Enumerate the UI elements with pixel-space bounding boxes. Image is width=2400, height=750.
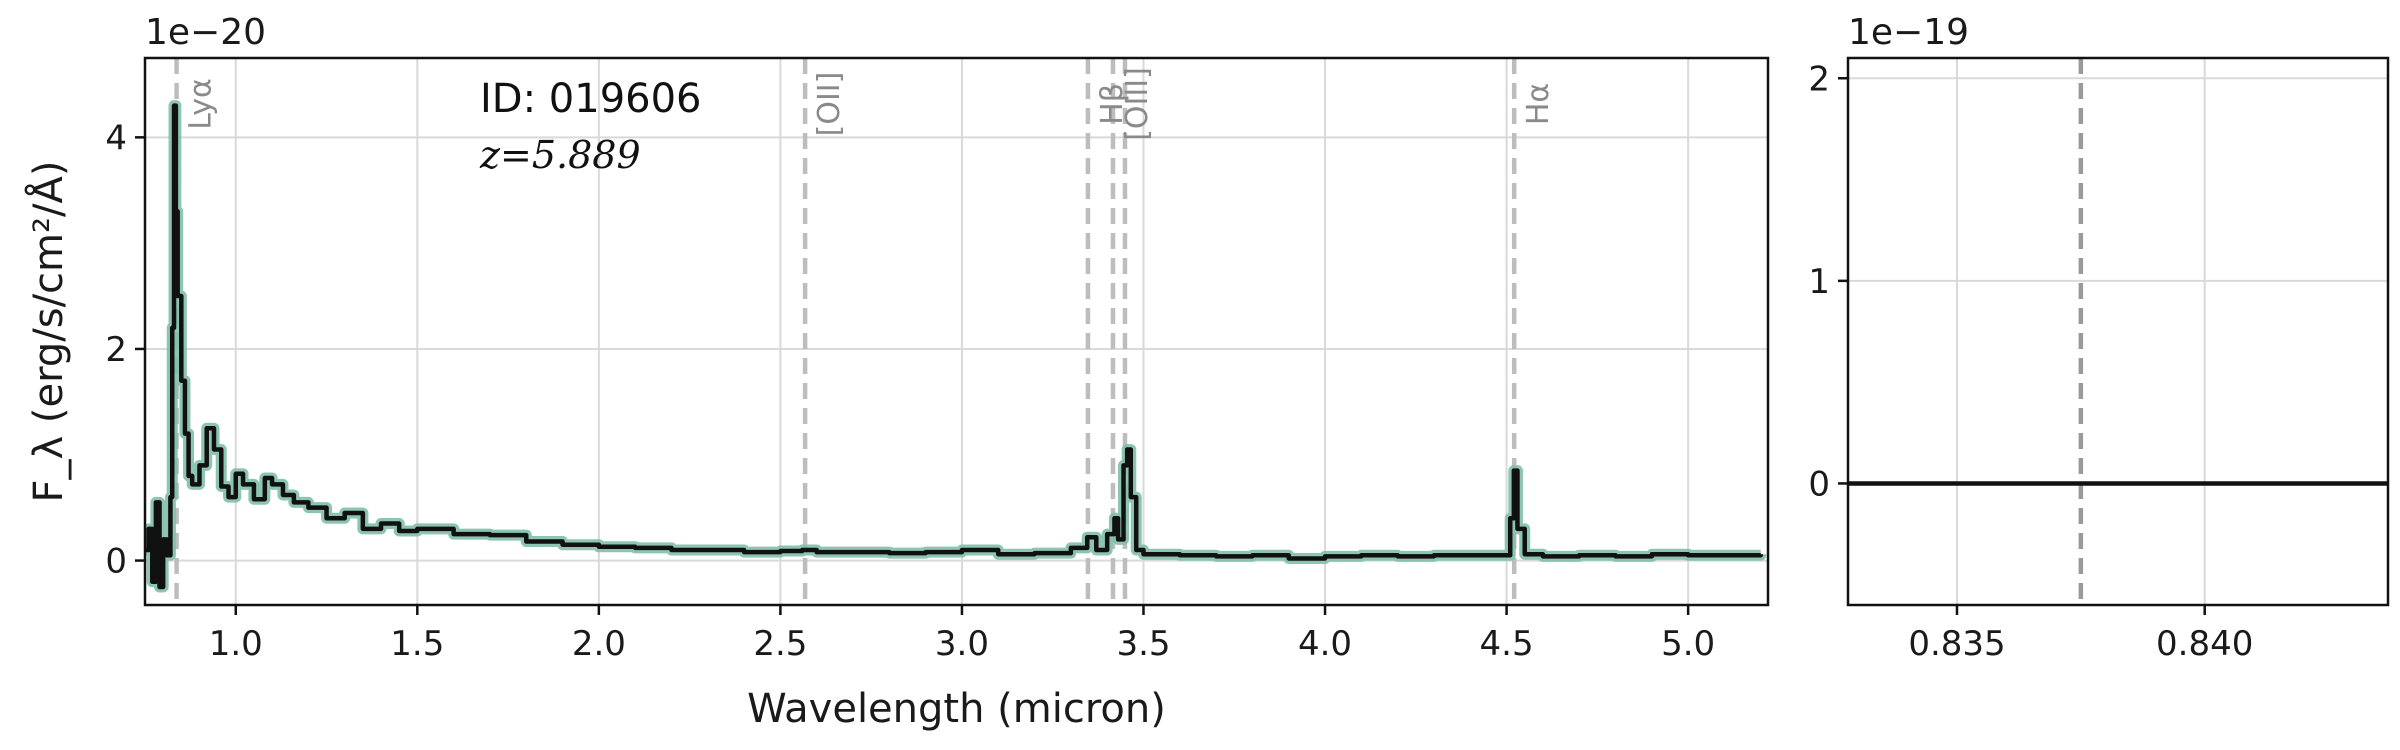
x-tick-label: 2.0 [572, 624, 626, 664]
x-tick-label: 0.835 [1908, 624, 2005, 664]
x-tick-label: 4.0 [1298, 624, 1352, 664]
main-line-labels: Lyα [OII] Hβ[OIII] Hα [184, 67, 1557, 141]
zoom-grid [1848, 58, 2388, 605]
main-spectrum-series [145, 100, 1767, 593]
main-y-offset-text: 1e−20 [145, 12, 266, 53]
line-label: [OII] [812, 72, 847, 137]
object-id-annotation: ID: 019606 [480, 76, 701, 122]
y-tick-label: 2 [1808, 59, 1830, 99]
x-tick-label: 3.0 [935, 624, 989, 664]
y-tick-label: 1 [1808, 262, 1830, 302]
zoom-y-ticks: 0 1 2 [1808, 59, 1848, 504]
y-tick-label: 2 [105, 330, 127, 370]
y-tick-label: 0 [1808, 464, 1830, 504]
y-tick-label: 0 [105, 542, 127, 582]
x-tick-label: 5.0 [1661, 624, 1715, 664]
line-label: Hβ [1095, 83, 1130, 125]
line-label: Hα [1521, 83, 1556, 125]
x-tick-label: 4.5 [1480, 624, 1534, 664]
zoom-axes-frame [1846, 56, 2390, 607]
x-tick-label: 1.5 [390, 624, 444, 664]
x-tick-label: 3.5 [1116, 624, 1170, 664]
x-tick-label: 1.0 [209, 624, 263, 664]
zoom-panel: 0.835 0.840 0 1 2 1e−19 [1808, 12, 2390, 664]
main-y-ticks: 0 2 4 [105, 118, 145, 582]
y-tick-label: 4 [105, 118, 127, 158]
main-x-axis-label: Wavelength (micron) [747, 686, 1166, 732]
line-label: Lyα [184, 78, 219, 130]
line-label: [OIII] [1120, 67, 1155, 141]
spectrum-line [145, 103, 1763, 590]
x-tick-label: 2.5 [753, 624, 807, 664]
main-x-ticks: 1.0 1.5 2.0 2.5 3.0 3.5 4.0 4.5 5.0 [209, 605, 1715, 664]
zoom-y-offset-text: 1e−19 [1848, 12, 1969, 53]
redshift-annotation: z=5.889 [479, 133, 641, 177]
x-tick-label: 0.840 [2156, 624, 2253, 664]
main-panel: 1.0 1.5 2.0 2.5 3.0 3.5 4.0 4.5 5.0 0 2 4 Lyα [OII]… [24, 12, 1770, 732]
main-y-axis-label: F_λ (erg/s/cm²/Å) [24, 161, 72, 503]
zoom-x-ticks: 0.835 0.840 [1908, 605, 2253, 664]
main-axes-frame [143, 56, 1770, 607]
